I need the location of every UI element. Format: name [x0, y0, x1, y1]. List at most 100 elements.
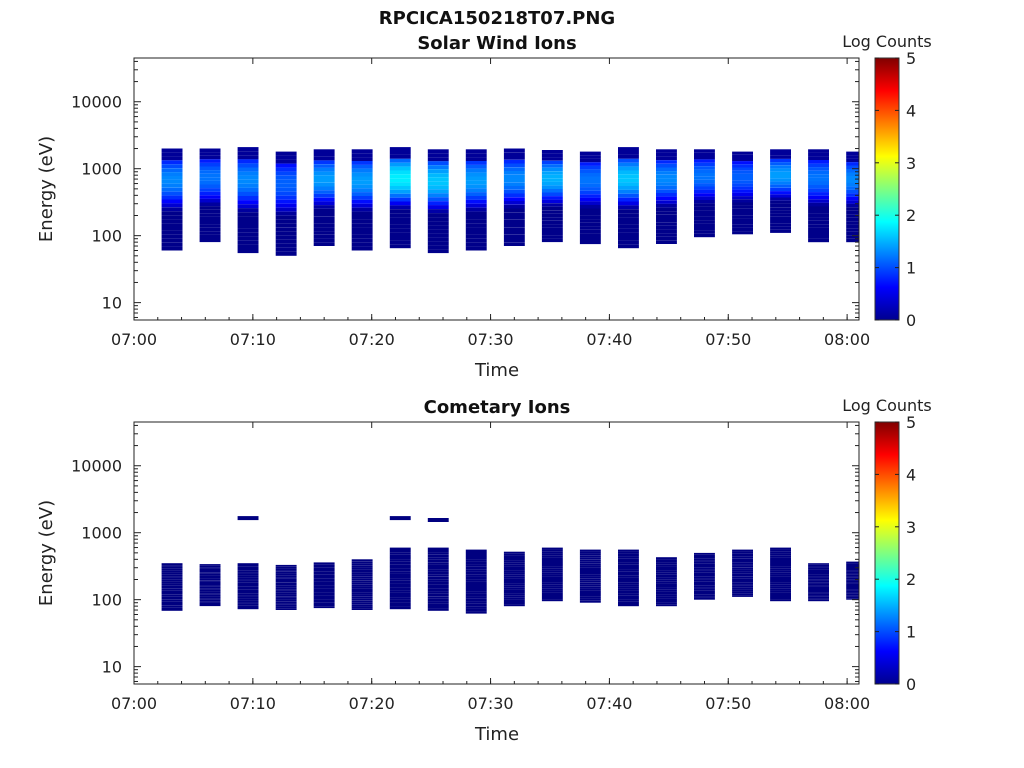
- heatmap-cell: [770, 216, 791, 220]
- heatmap-cell: [161, 568, 183, 571]
- heatmap-cell: [541, 157, 563, 161]
- heatmap-cell: [161, 242, 183, 247]
- heatmap-cell: [656, 229, 677, 233]
- heatmap-cell: [313, 571, 335, 573]
- heatmap-cell: [161, 572, 183, 575]
- heatmap-cell: [237, 591, 259, 594]
- heatmap-cell: [313, 242, 335, 246]
- heatmap-cell: [199, 206, 221, 210]
- heatmap-cell: [427, 245, 449, 250]
- heatmap-cell: [427, 608, 449, 611]
- heatmap-cell: [313, 602, 335, 605]
- x-tick-label: 08:00: [824, 330, 870, 349]
- heatmap-cell: [313, 175, 335, 179]
- heatmap-cell: [541, 164, 563, 168]
- heatmap-cell: [541, 590, 563, 593]
- heatmap-cell: [846, 587, 859, 590]
- heatmap-cell: [275, 167, 297, 172]
- scan-column: [313, 562, 335, 609]
- heatmap-cell: [732, 584, 753, 586]
- heatmap-cell: [541, 547, 563, 550]
- heatmap-cell: [694, 227, 715, 231]
- heatmap-cell: [237, 588, 259, 590]
- heatmap-cell: [732, 158, 753, 162]
- heatmap-cell: [808, 156, 829, 160]
- heatmap-cell: [465, 227, 487, 231]
- heatmap-cell: [732, 173, 753, 178]
- scan-column: [351, 559, 373, 610]
- heatmap-cell: [732, 227, 753, 232]
- heatmap-cell: [541, 553, 563, 556]
- heatmap-cell: [579, 584, 601, 587]
- heatmap-cell: [199, 572, 221, 574]
- heatmap-cell: [770, 574, 791, 577]
- heatmap-cell: [275, 243, 297, 248]
- heatmap-cell: [237, 208, 259, 213]
- heatmap-cell: [427, 225, 449, 230]
- heatmap-cell: [275, 231, 297, 236]
- heatmap-cell: [770, 181, 791, 185]
- heatmap-cell: [656, 207, 677, 212]
- scan-column: [541, 547, 563, 602]
- heatmap-cell: [465, 549, 487, 553]
- heatmap-cell: [389, 604, 411, 607]
- scan-column: [351, 149, 373, 251]
- heatmap-cell: [161, 570, 183, 573]
- heatmap-cell: [503, 595, 525, 598]
- heatmap-cell: [579, 549, 601, 552]
- heatmap-cell: [389, 228, 411, 233]
- heatmap-cell: [618, 582, 639, 585]
- heatmap-cell: [427, 229, 449, 234]
- heatmap-cell: [541, 588, 563, 591]
- heatmap-cell: [389, 221, 411, 225]
- heatmap-cell: [351, 580, 373, 583]
- colorbar-gradient: [874, 57, 900, 321]
- heatmap-cell: [770, 555, 791, 558]
- heatmap-cell: [427, 559, 449, 563]
- heatmap-cell: [846, 583, 859, 586]
- heatmap-cell: [846, 196, 859, 201]
- heatmap-cell: [351, 598, 373, 601]
- scan-column: [541, 150, 563, 243]
- heatmap-cell: [808, 583, 829, 586]
- heatmap-cell: [161, 581, 183, 584]
- heatmap-cell: [313, 216, 335, 220]
- heatmap-cell: [351, 211, 373, 216]
- heatmap-cell: [808, 210, 829, 214]
- heatmap-cell: [503, 242, 525, 246]
- heatmap-cell: [427, 217, 449, 222]
- heatmap-marks: [161, 516, 859, 614]
- heatmap-cell: [694, 554, 715, 557]
- heatmap-cell: [389, 162, 411, 167]
- heatmap-cell: [808, 580, 829, 583]
- heatmap-cell: [199, 580, 221, 582]
- heatmap-cell: [161, 563, 183, 565]
- heatmap-cell: [770, 584, 791, 587]
- heatmap-cell: [199, 234, 221, 239]
- heatmap-cell: [846, 564, 859, 566]
- heatmap-cell: [465, 168, 487, 173]
- scan-column: [161, 148, 183, 251]
- heatmap-cell: [161, 238, 183, 243]
- heatmap-cell: [313, 223, 335, 228]
- heatmap-cell: [503, 234, 525, 239]
- heatmap-cell: [237, 171, 259, 176]
- heatmap-cell: [161, 160, 183, 165]
- heatmap-cell: [846, 595, 859, 597]
- colorbar-tick-label: 5: [906, 49, 916, 68]
- heatmap-cell: [694, 576, 715, 579]
- heatmap-cell: [351, 588, 373, 591]
- heatmap-cell: [237, 236, 259, 241]
- heatmap-cell: [770, 590, 791, 593]
- heatmap-cell: [694, 156, 715, 160]
- heatmap-cell: [503, 171, 525, 175]
- heatmap-cell: [618, 197, 639, 202]
- heatmap-cell: [465, 203, 487, 208]
- heatmap-cell: [351, 604, 373, 607]
- heatmap-cell: [275, 603, 297, 605]
- heatmap-cell: [503, 167, 525, 171]
- heatmap-cell: [694, 583, 715, 586]
- heatmap-cell: [656, 171, 677, 175]
- heatmap-cell: [237, 228, 259, 233]
- heatmap-cell: [351, 582, 373, 585]
